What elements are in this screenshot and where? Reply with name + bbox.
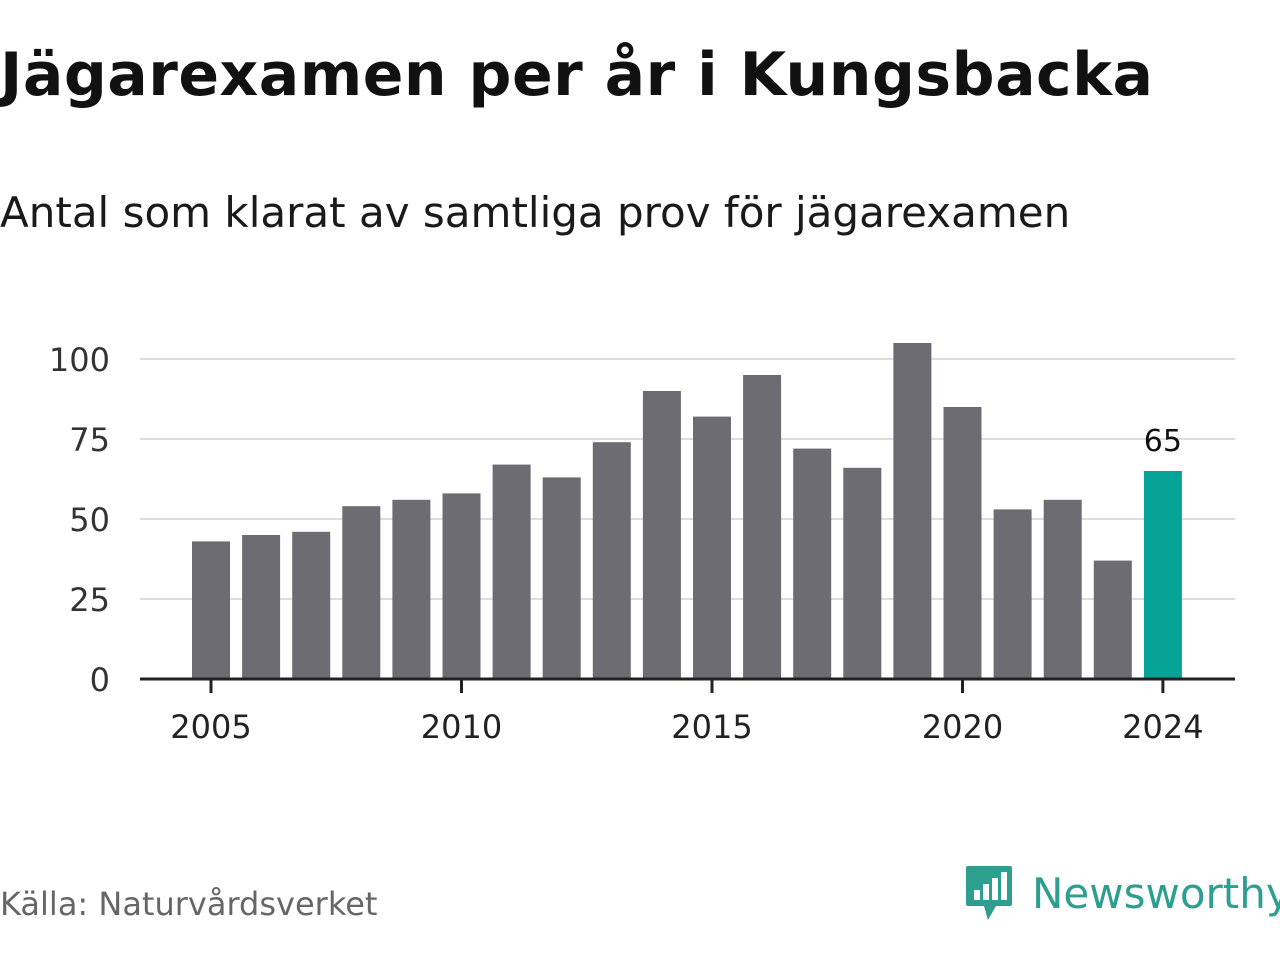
bar-2017 bbox=[793, 448, 832, 679]
bar-2012 bbox=[542, 477, 581, 679]
y-tick-label-0: 0 bbox=[90, 661, 110, 699]
bar-2022 bbox=[1043, 499, 1082, 679]
y-tick-label-100: 100 bbox=[49, 341, 110, 379]
brand-logo: Newsworthy bbox=[964, 864, 1280, 922]
bar-2016 bbox=[743, 375, 782, 679]
bar-2020 bbox=[943, 407, 982, 679]
axes bbox=[140, 677, 1235, 693]
bar-2013 bbox=[592, 442, 631, 679]
chart-subtitle: Antal som klarat av samtliga prov för jä… bbox=[0, 188, 1071, 237]
y-tick-label-25: 25 bbox=[69, 581, 110, 619]
y-tick-label-75: 75 bbox=[69, 421, 110, 459]
bar-2006 bbox=[242, 535, 281, 679]
source-note: Källa: Naturvårdsverket bbox=[0, 885, 378, 923]
bar-2018 bbox=[843, 467, 882, 679]
bars bbox=[192, 343, 1182, 679]
bar-chart-speech-bubble-icon bbox=[966, 866, 1012, 920]
bar-2008 bbox=[342, 506, 381, 679]
bar-2005 bbox=[192, 541, 230, 679]
x-tick-label-2010: 2010 bbox=[421, 708, 502, 746]
bar-2015 bbox=[693, 416, 731, 679]
bar-2019 bbox=[893, 343, 932, 679]
bar-2021 bbox=[993, 509, 1032, 679]
data-label-2024: 65 bbox=[1144, 424, 1182, 459]
x-tick-label-2024: 2024 bbox=[1122, 708, 1203, 746]
bar-2014 bbox=[642, 391, 681, 679]
bar-2009 bbox=[392, 499, 431, 679]
brand-name: Newsworthy bbox=[1032, 868, 1280, 918]
x-tick-label-2020: 2020 bbox=[922, 708, 1003, 746]
bar-2007 bbox=[292, 531, 331, 679]
bar-2023 bbox=[1093, 560, 1132, 679]
bar-2010 bbox=[442, 493, 481, 679]
x-tick-label-2005: 2005 bbox=[170, 708, 251, 746]
x-tick-label-2015: 2015 bbox=[671, 708, 752, 746]
bar-2011 bbox=[492, 464, 531, 679]
chart-title: Jägarexamen per år i Kungsbacka bbox=[0, 40, 1154, 110]
labels: 0 25 50 75 100 65 2005 2010 2015 2020 2024 bbox=[49, 341, 1204, 746]
bar-2024 bbox=[1143, 471, 1182, 679]
y-tick-label-50: 50 bbox=[69, 501, 110, 539]
